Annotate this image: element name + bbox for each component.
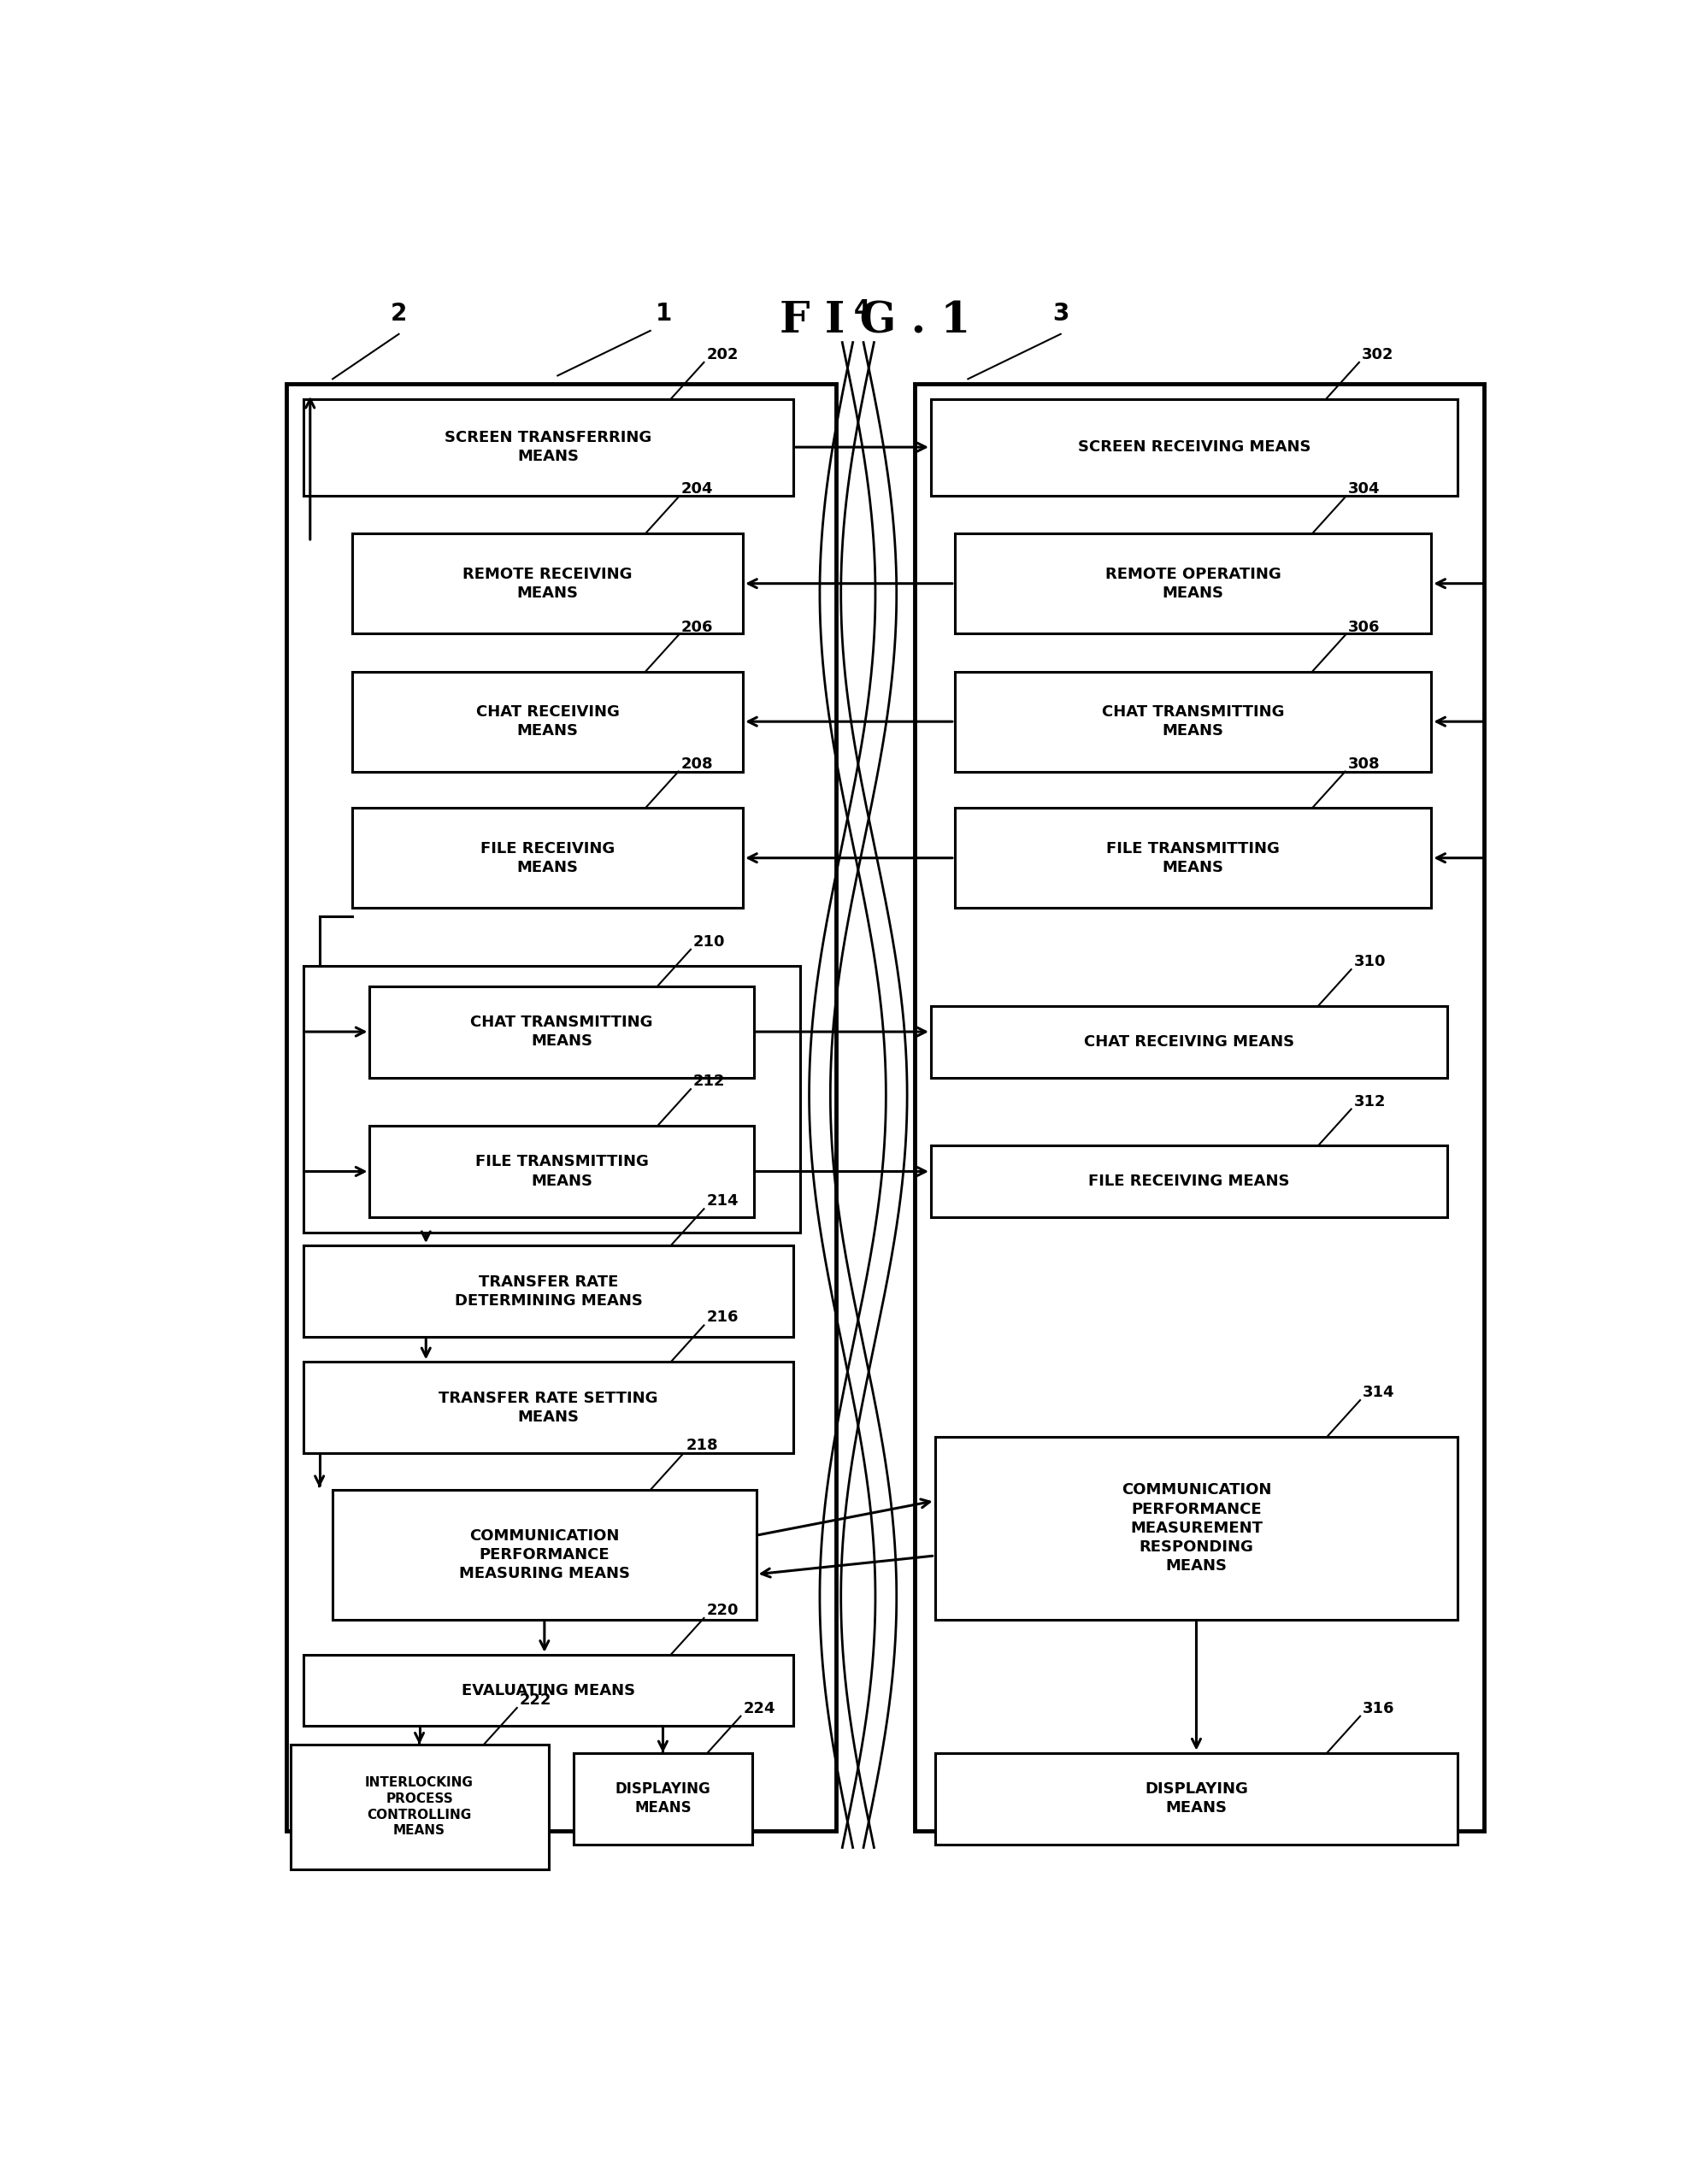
Text: COMMUNICATION
PERFORMANCE
MEASURING MEANS: COMMUNICATION PERFORMANCE MEASURING MEAN… [459,1527,630,1581]
Text: 310: 310 [1354,955,1385,970]
Text: 210: 210 [693,933,726,950]
Bar [304,400,793,495]
Text: DISPLAYING
MEANS: DISPLAYING MEANS [615,1782,711,1817]
Text: CHAT TRANSMITTING
MEANS: CHAT TRANSMITTING MEANS [1102,704,1284,739]
Text: EVALUATING MEANS: EVALUATING MEANS [461,1683,635,1698]
Text: 314: 314 [1363,1385,1395,1400]
Text: 3: 3 [1052,302,1069,326]
Text: INTERLOCKING
PROCESS
CONTROLLING
MEANS: INTERLOCKING PROCESS CONTROLLING MEANS [366,1776,473,1836]
Bar [333,1490,757,1620]
Bar [934,1436,1459,1620]
Text: 1: 1 [656,302,671,326]
Text: REMOTE OPERATING
MEANS: REMOTE OPERATING MEANS [1105,566,1281,600]
Bar [934,1752,1459,1845]
Text: 206: 206 [681,620,714,635]
Text: TRANSFER RATE
DETERMINING MEANS: TRANSFER RATE DETERMINING MEANS [454,1274,642,1309]
Bar [304,1363,793,1454]
Text: 202: 202 [707,348,738,363]
Text: 218: 218 [687,1439,719,1454]
Text: F I G . 1: F I G . 1 [781,300,970,343]
Bar [931,1145,1447,1218]
Bar [955,808,1431,907]
Text: 224: 224 [743,1700,775,1717]
Text: FILE TRANSMITTING
MEANS: FILE TRANSMITTING MEANS [1107,840,1279,875]
Text: TRANSFER RATE SETTING
MEANS: TRANSFER RATE SETTING MEANS [439,1391,658,1426]
Text: 312: 312 [1354,1093,1385,1108]
Bar [369,985,753,1078]
Bar [931,1007,1447,1078]
Bar [304,1246,793,1337]
Text: 216: 216 [707,1309,738,1326]
Text: FILE RECEIVING MEANS: FILE RECEIVING MEANS [1088,1173,1290,1190]
Text: REMOTE RECEIVING
MEANS: REMOTE RECEIVING MEANS [463,566,632,600]
Text: 4: 4 [854,298,871,322]
Text: CHAT RECEIVING
MEANS: CHAT RECEIVING MEANS [477,704,620,739]
Bar [290,1745,548,1868]
Bar [574,1752,752,1845]
Bar [287,384,835,1832]
Bar [955,534,1431,633]
Text: 222: 222 [519,1693,552,1709]
Text: 302: 302 [1361,348,1394,363]
Text: SCREEN RECEIVING MEANS: SCREEN RECEIVING MEANS [1078,438,1310,456]
Text: 212: 212 [693,1074,726,1089]
Text: 204: 204 [681,482,714,497]
Text: 308: 308 [1348,756,1380,771]
Text: 316: 316 [1363,1700,1395,1717]
Bar [915,384,1484,1832]
Text: CHAT TRANSMITTING
MEANS: CHAT TRANSMITTING MEANS [470,1015,652,1050]
Text: 306: 306 [1348,620,1380,635]
Text: 2: 2 [391,302,407,326]
Text: SCREEN TRANSFERRING
MEANS: SCREEN TRANSFERRING MEANS [444,430,652,464]
Bar [931,400,1459,495]
Bar [352,672,743,771]
Bar [304,966,799,1231]
Text: 208: 208 [681,756,714,771]
Bar [352,808,743,907]
Text: FILE RECEIVING
MEANS: FILE RECEIVING MEANS [480,840,615,875]
Text: FILE TRANSMITTING
MEANS: FILE TRANSMITTING MEANS [475,1153,649,1188]
Text: 220: 220 [707,1603,738,1618]
Text: DISPLAYING
MEANS: DISPLAYING MEANS [1144,1782,1249,1817]
Bar [352,534,743,633]
Text: CHAT RECEIVING MEANS: CHAT RECEIVING MEANS [1085,1035,1295,1050]
Bar [369,1125,753,1218]
Bar [304,1655,793,1726]
Text: 304: 304 [1348,482,1380,497]
Text: 214: 214 [707,1194,738,1210]
Bar [955,672,1431,771]
Text: COMMUNICATION
PERFORMANCE
MEASUREMENT
RESPONDING
MEANS: COMMUNICATION PERFORMANCE MEASUREMENT RE… [1122,1482,1271,1575]
